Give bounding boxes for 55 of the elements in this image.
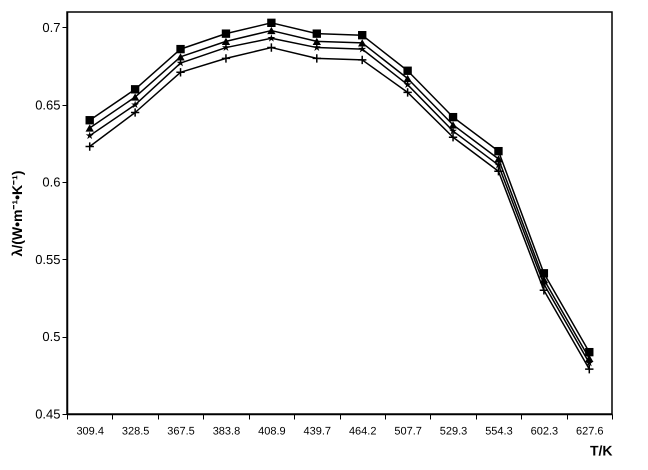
y-tick-label: 0.7 — [42, 20, 60, 35]
point — [86, 124, 94, 132]
point — [402, 87, 413, 98]
x-tick-label: 383.8 — [212, 426, 240, 438]
point — [130, 85, 140, 94]
point — [312, 38, 321, 45]
point — [86, 132, 94, 140]
x-tick-label: 328.5 — [122, 426, 150, 438]
point — [222, 38, 230, 45]
y-tick-label: 0.45 — [35, 406, 60, 422]
point — [266, 42, 276, 52]
point — [357, 55, 368, 65]
x-axis-title: T/K — [590, 442, 612, 458]
point — [267, 18, 276, 28]
y-tick-label: 0.55 — [35, 252, 60, 267]
y-tick-label: 0.6 — [42, 174, 60, 190]
point — [538, 285, 549, 296]
point — [176, 44, 185, 54]
point — [131, 100, 140, 108]
x-tick-label: 408.9 — [258, 426, 286, 438]
point — [176, 67, 186, 78]
point — [494, 146, 503, 156]
point — [130, 108, 140, 118]
point — [221, 53, 231, 64]
point — [312, 53, 322, 64]
x-tick-label: 507.7 — [394, 426, 422, 438]
point — [494, 155, 503, 163]
point — [358, 39, 366, 47]
point — [403, 74, 412, 82]
y-tick-label: 0.65 — [35, 97, 60, 112]
x-tick-label: 464.2 — [348, 426, 376, 438]
x-tick-label: 529.3 — [440, 426, 468, 438]
point — [267, 34, 276, 42]
x-tick-label: 439.7 — [304, 426, 332, 438]
point — [403, 66, 412, 75]
x-tick-label: 367.5 — [167, 426, 195, 438]
point — [130, 93, 140, 101]
point — [358, 31, 366, 40]
y-tick-label: 0.5 — [42, 329, 60, 344]
point — [267, 26, 276, 34]
point — [176, 53, 185, 60]
point — [494, 166, 504, 176]
x-tick-label: 309.4 — [76, 426, 104, 438]
point — [448, 121, 458, 128]
point — [584, 364, 594, 374]
point — [222, 29, 230, 38]
x-tick-label: 602.3 — [530, 426, 558, 438]
point — [448, 132, 458, 142]
point — [86, 116, 94, 124]
x-tick-label: 627.6 — [576, 426, 604, 438]
point — [312, 29, 321, 38]
y-axis-title: λ/(W•m⁻¹•K⁻¹) — [9, 170, 26, 256]
x-tick-label: 554.3 — [485, 426, 513, 438]
point — [448, 112, 458, 122]
point — [84, 142, 95, 152]
